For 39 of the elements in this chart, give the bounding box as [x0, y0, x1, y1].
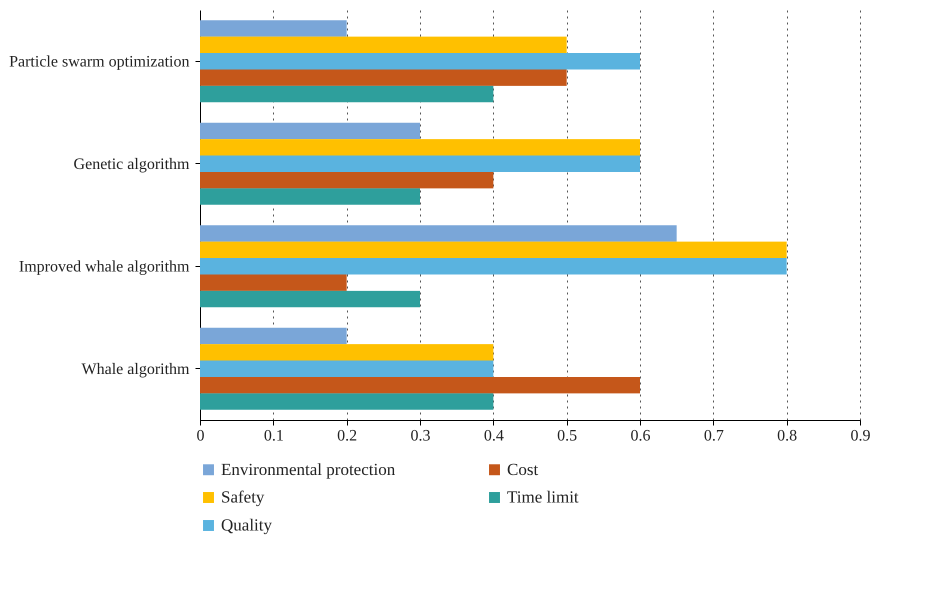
y-tick-label: Particle swarm optimization: [9, 53, 190, 70]
bar: [200, 36, 567, 54]
x-tick-label: 0.8: [777, 428, 798, 444]
bar: [200, 20, 347, 37]
y-tick-label: Whale algorithm: [82, 360, 190, 378]
bar: [200, 242, 787, 258]
x-tick-label: 0.5: [557, 428, 578, 444]
bar: [200, 376, 640, 394]
bar: [200, 122, 420, 140]
bar: [200, 69, 567, 86]
legend-label: Cost: [507, 460, 538, 479]
bar: [200, 225, 677, 242]
bar: [200, 274, 347, 291]
bar: [200, 188, 420, 205]
x-tick-label: 0.1: [264, 428, 284, 444]
y-tick-label: Improved whale algorithm: [18, 258, 190, 276]
legend-label: Quality: [221, 516, 272, 534]
bar: [200, 344, 494, 361]
bar: [200, 53, 640, 70]
bar: [200, 172, 494, 188]
y-tick-label: Genetic algorithm: [74, 156, 190, 173]
x-tick-label: 0.4: [484, 428, 504, 444]
bar: [200, 328, 347, 344]
legend-label: Time limit: [507, 488, 579, 506]
legend-label: Safety: [221, 488, 265, 506]
x-tick-label: 0.7: [704, 428, 724, 444]
bar: [200, 156, 640, 172]
bar: [200, 86, 494, 102]
bar: [200, 360, 494, 377]
x-tick-label: 0.2: [337, 428, 358, 444]
bar: [200, 258, 787, 274]
bar: [200, 290, 420, 308]
legend-label: Environmental protection: [221, 460, 396, 479]
bar: [200, 393, 494, 410]
x-tick-label: 0.9: [850, 428, 870, 444]
x-tick-label: 0.3: [410, 428, 430, 444]
bar: [200, 139, 640, 156]
x-tick-label: 0.6: [630, 428, 650, 444]
x-tick-label: 0: [196, 428, 204, 444]
